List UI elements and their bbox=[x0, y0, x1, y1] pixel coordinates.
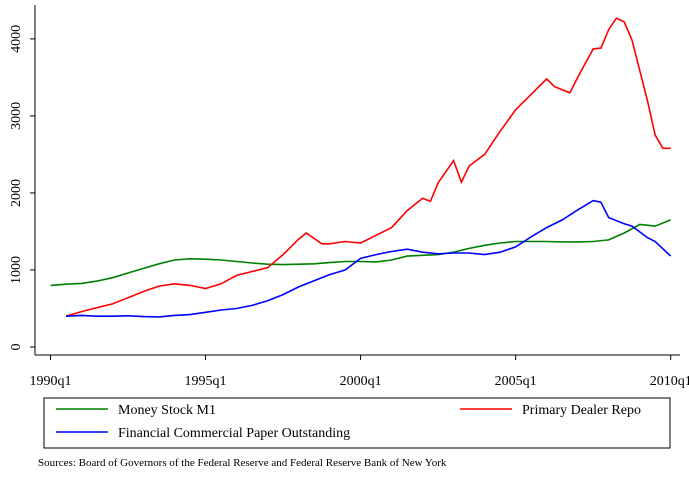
series-line bbox=[65, 17, 671, 317]
series-line bbox=[50, 219, 671, 287]
legend-label: Primary Dealer Repo bbox=[522, 403, 641, 418]
source-note: Sources: Board of Governors of the Feder… bbox=[38, 457, 447, 469]
series-line bbox=[65, 199, 672, 318]
x-tick-label: 2000q1 bbox=[340, 374, 382, 389]
x-tick-label: 2010q1 bbox=[650, 374, 689, 389]
x-tick-label: 2005q1 bbox=[495, 374, 537, 389]
legend-label: Financial Commercial Paper Outstanding bbox=[118, 426, 350, 441]
x-tick-label: 1995q1 bbox=[185, 374, 227, 389]
x-tick-label: 1990q1 bbox=[30, 374, 72, 389]
y-tick-label: 2000 bbox=[9, 179, 24, 207]
legend-label: Money Stock M1 bbox=[118, 403, 216, 418]
y-tick-label: 3000 bbox=[9, 102, 24, 130]
plot-area bbox=[35, 5, 680, 355]
y-tick-label: 4000 bbox=[9, 25, 24, 53]
legend bbox=[43, 397, 671, 449]
y-tick-label: 0 bbox=[9, 343, 24, 350]
y-tick-label: 1000 bbox=[9, 256, 24, 284]
